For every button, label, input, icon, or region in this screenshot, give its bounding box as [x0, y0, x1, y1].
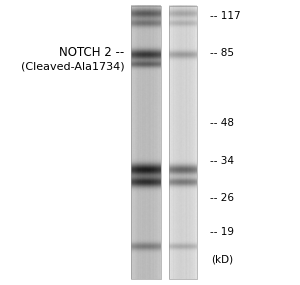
Text: NOTCH 2 --: NOTCH 2 --	[59, 46, 124, 59]
Bar	[130, 6, 160, 279]
Text: -- 19: -- 19	[210, 227, 234, 237]
Text: -- 85: -- 85	[210, 48, 234, 58]
Text: (Cleaved-Ala1734): (Cleaved-Ala1734)	[21, 62, 124, 72]
Text: -- 26: -- 26	[210, 193, 234, 203]
Bar	[169, 6, 196, 279]
Text: -- 48: -- 48	[210, 117, 234, 128]
Text: -- 117: -- 117	[210, 11, 241, 21]
Text: (kD): (kD)	[211, 254, 233, 264]
Text: -- 34: -- 34	[210, 156, 234, 166]
